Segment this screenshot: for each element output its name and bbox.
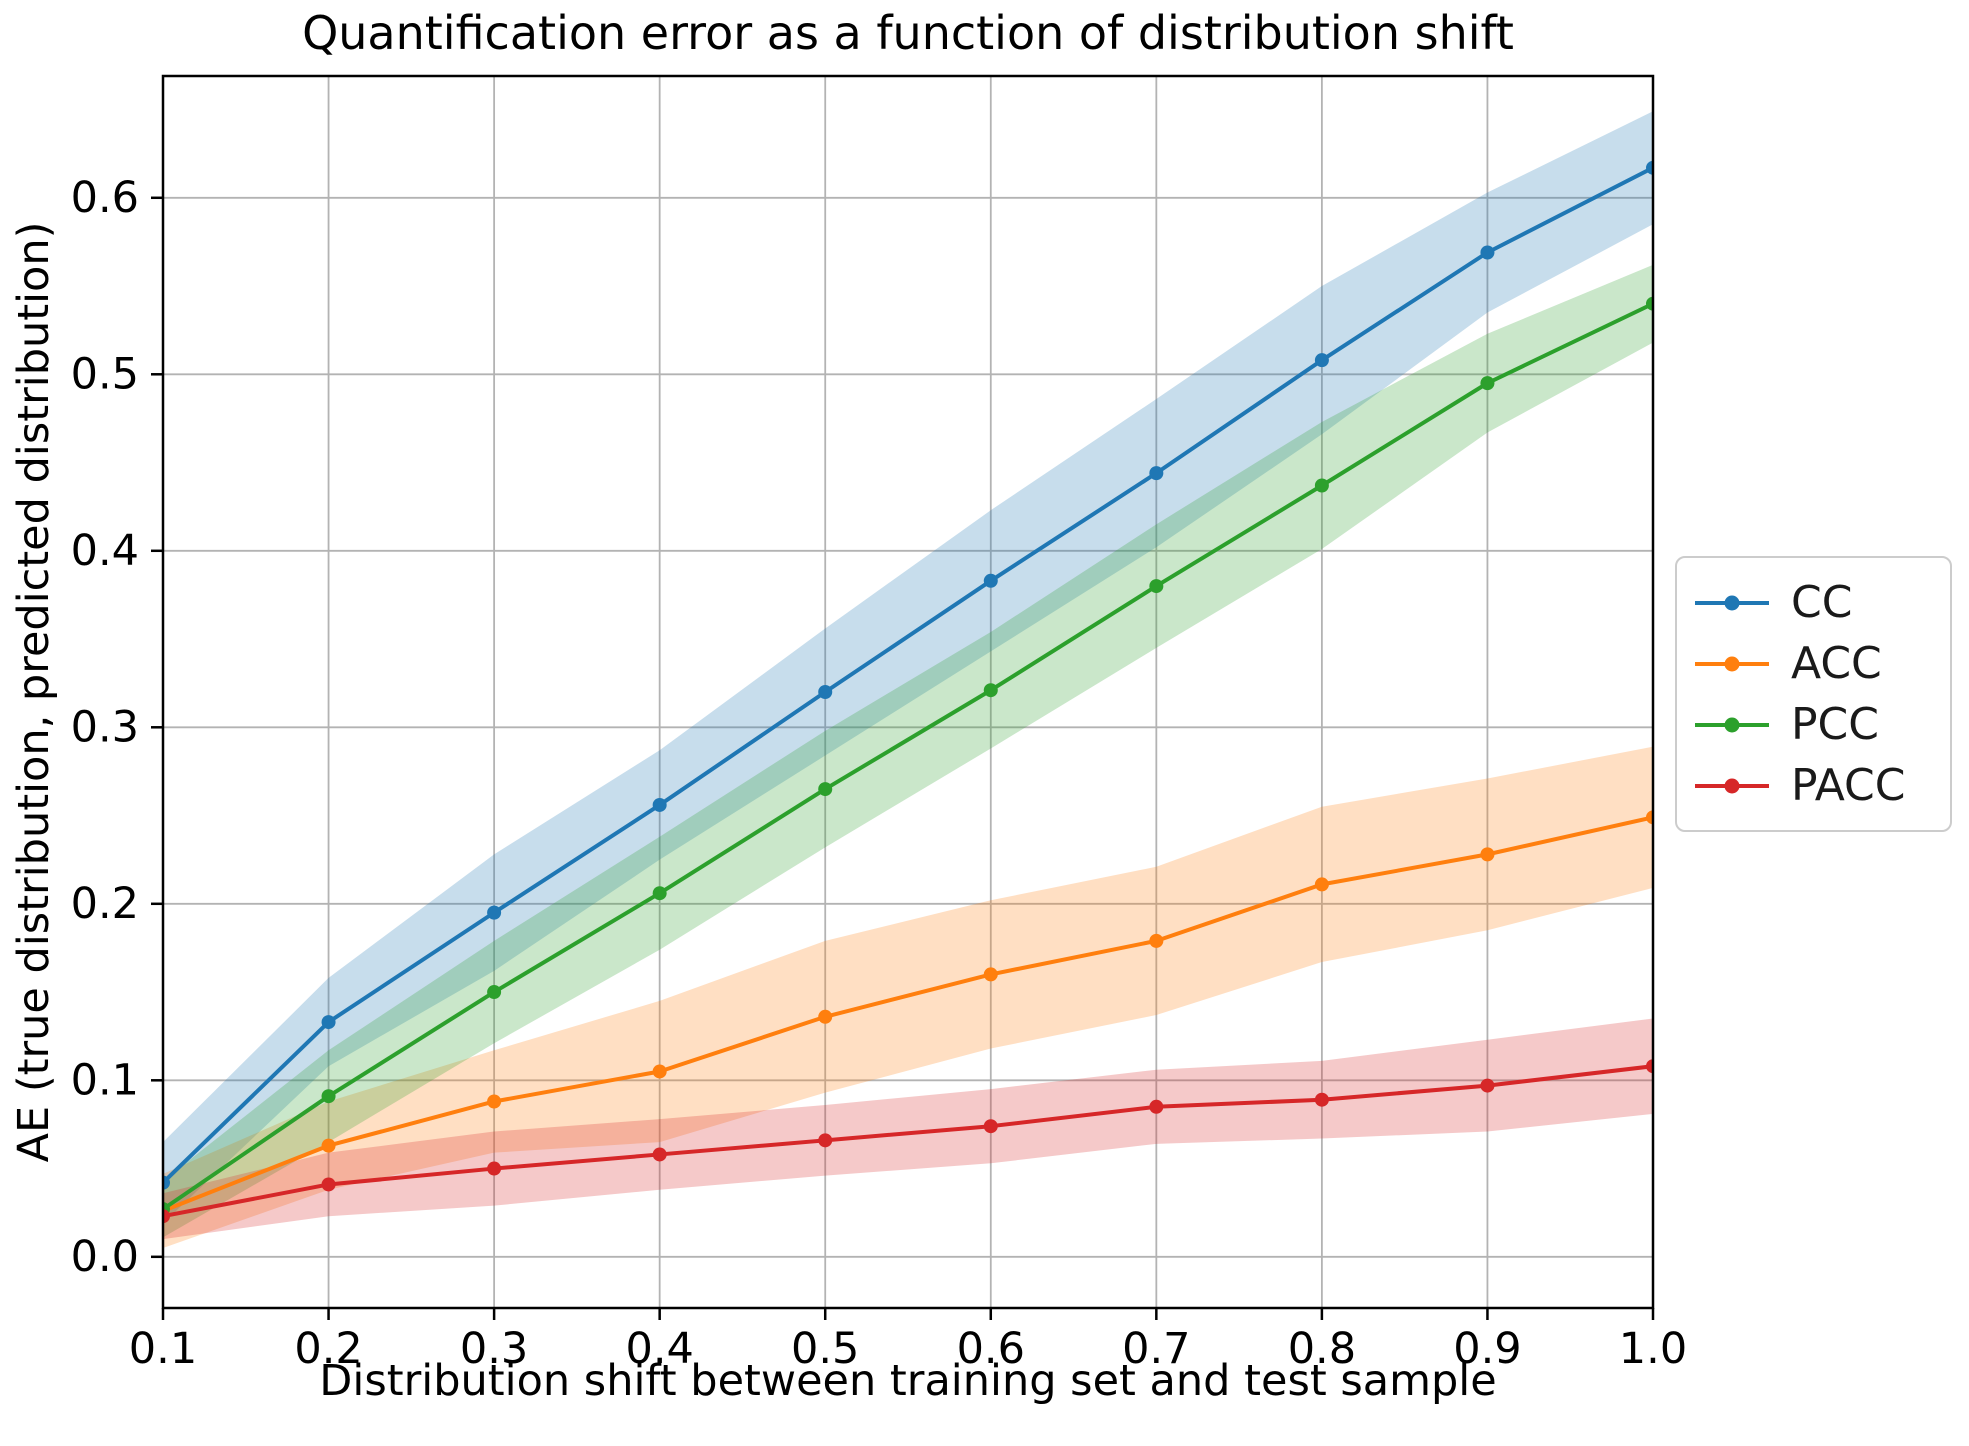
marker-cc <box>1480 245 1495 260</box>
marker-pacc <box>983 1119 998 1134</box>
legend-marker-dot <box>1724 717 1740 732</box>
legend-line-icon <box>1695 778 1769 794</box>
marker-acc <box>652 1064 667 1079</box>
x-axis-label: Distribution shift between training set … <box>319 1356 1497 1406</box>
marker-pacc <box>652 1147 667 1162</box>
x-tick-label: 0.6 <box>957 1324 1025 1374</box>
marker-pacc <box>321 1177 336 1192</box>
marker-pcc <box>1314 478 1329 493</box>
legend-label: PACC <box>1791 759 1906 811</box>
marker-pacc <box>818 1133 833 1148</box>
line-cc <box>163 165 1653 1185</box>
x-tick-label: 0.5 <box>791 1324 859 1374</box>
x-tick-label: 0.3 <box>460 1324 528 1374</box>
line-pacc <box>163 1064 1653 1219</box>
x-tick-label: 0.4 <box>625 1324 693 1374</box>
legend-marker-dot <box>1724 656 1740 671</box>
marker-pcc <box>652 886 667 901</box>
x-tick-label: 0.1 <box>129 1324 197 1374</box>
marker-cc <box>818 685 833 699</box>
legend-marker-dot <box>1724 595 1740 610</box>
legend-label: ACC <box>1791 637 1882 689</box>
legend-entry-acc: ACC <box>1695 637 1932 689</box>
marker-acc <box>487 1094 502 1109</box>
x-tick-label: 0.9 <box>1453 1324 1521 1374</box>
marker-pcc <box>321 1089 336 1104</box>
x-tick-label: 0.7 <box>1122 1324 1190 1374</box>
legend-line-icon <box>1695 656 1769 672</box>
marker-cc <box>321 1015 336 1030</box>
marker-acc <box>983 967 998 982</box>
x-tick-label: 0.8 <box>1288 1324 1356 1374</box>
chart-title: Quantification error as a function of di… <box>302 6 1514 60</box>
marker-pcc <box>1149 579 1164 594</box>
marker-acc <box>1149 933 1164 948</box>
legend-entry-pcc: PCC <box>1695 698 1932 750</box>
marker-acc <box>1314 877 1329 892</box>
marker-cc <box>1314 353 1329 368</box>
y-tick-label: 0.2 <box>71 879 139 929</box>
marker-cc <box>652 797 667 812</box>
y-tick-label: 0.0 <box>71 1232 139 1282</box>
series-layer <box>163 111 1653 1248</box>
y-tick-label: 0.5 <box>71 349 139 399</box>
marker-acc <box>1480 847 1495 862</box>
line-acc <box>163 815 1653 1213</box>
y-tick-label: 0.4 <box>71 526 139 576</box>
legend-label: PCC <box>1791 698 1879 750</box>
x-tick-label: 1.0 <box>1619 1324 1687 1374</box>
legend-line-icon <box>1695 717 1769 733</box>
marker-acc <box>1646 810 1653 825</box>
marker-pcc <box>818 782 833 797</box>
legend-entry-pacc: PACC <box>1695 759 1932 811</box>
legend-entry-cc: CC <box>1695 576 1932 628</box>
marker-pacc <box>1149 1099 1164 1114</box>
y-tick-label: 0.1 <box>71 1055 139 1105</box>
marker-pacc <box>487 1161 502 1176</box>
marker-pcc <box>983 683 998 698</box>
marker-cc <box>983 573 998 588</box>
marker-pacc <box>1480 1078 1495 1093</box>
marker-pcc <box>1646 296 1653 311</box>
marker-acc <box>321 1138 336 1153</box>
axes-spines <box>161 74 1655 1310</box>
y-tick-label: 0.3 <box>71 702 139 752</box>
marker-acc <box>818 1009 833 1024</box>
marker-cc <box>163 1175 170 1190</box>
marker-pcc <box>1480 376 1495 391</box>
legend-marker-dot <box>1724 778 1740 793</box>
legend: CC ACC PCC PACC <box>1675 556 1952 832</box>
y-tick-label: 0.6 <box>71 173 139 223</box>
x-tick-label: 0.2 <box>294 1324 362 1374</box>
marker-cc <box>1646 160 1653 175</box>
band-pacc <box>163 1018 1653 1240</box>
line-pcc <box>163 301 1653 1212</box>
band-pcc <box>163 264 1653 1238</box>
legend-label: CC <box>1791 576 1853 628</box>
legend-line-icon <box>1695 595 1769 611</box>
marker-pacc <box>163 1209 170 1224</box>
marker-pacc <box>1314 1092 1329 1107</box>
marker-pcc <box>487 985 502 1000</box>
marker-cc <box>1149 466 1164 481</box>
marker-pacc <box>1646 1059 1653 1074</box>
marker-cc <box>487 905 502 920</box>
